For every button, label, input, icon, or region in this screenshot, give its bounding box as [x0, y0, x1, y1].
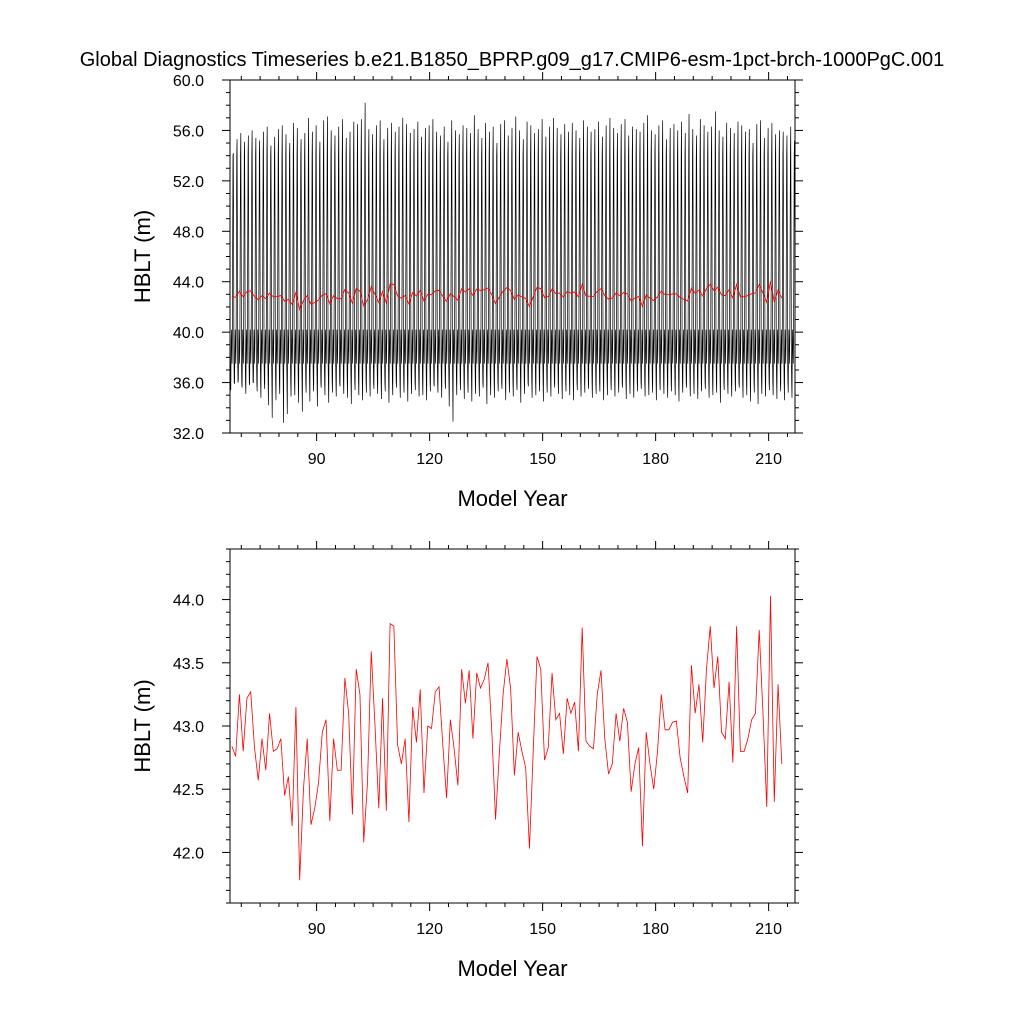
bottom-y-axis-title: HBLT (m): [130, 679, 155, 772]
bottom-series-clip: [231, 595, 783, 881]
annual-mean-hblt-line: [231, 281, 783, 312]
annual-mean-hblt-line: [231, 595, 783, 881]
bottom-x-axis-title: Model Year: [457, 956, 567, 981]
top-x-tick-label: 150: [529, 451, 556, 468]
top-x-axis-title: Model Year: [457, 486, 567, 511]
bottom-x-tick-label: 90: [308, 921, 326, 938]
bottom-y-tick-label: 43.5: [173, 656, 204, 673]
bottom-y-tick-label: 44.0: [173, 593, 204, 610]
top-y-tick-label: 32.0: [173, 426, 204, 443]
bottom-y-tick-label: 43.0: [173, 719, 204, 736]
top-x-tick-label: 210: [755, 451, 782, 468]
top-axis-ticks: 90 120 150 180 210 32.0 36.0 40.0 44.0 48.0 52.0 56…: [173, 72, 803, 468]
figure-title: Global Diagnostics Timeseries b.e21.B185…: [80, 49, 945, 71]
top-y-tick-label: 52.0: [173, 174, 204, 191]
bottom-panel: 90 120 150 180 210 42.0 42.5 43.0 43.5 44.0 Model…: [130, 541, 803, 981]
top-y-tick-label: 56.0: [173, 123, 204, 140]
top-x-tick-label: 90: [308, 451, 326, 468]
bottom-x-tick-label: 180: [642, 921, 669, 938]
top-y-tick-label: 36.0: [173, 376, 204, 393]
bottom-x-tick-label: 210: [755, 921, 782, 938]
bottom-x-tick-label: 150: [529, 921, 556, 938]
top-series-clip: [230, 102, 795, 423]
top-x-tick-label: 120: [416, 451, 443, 468]
top-x-tick-label: 180: [642, 451, 669, 468]
bottom-y-tick-label: 42.0: [173, 845, 204, 862]
top-y-tick-label: 48.0: [173, 224, 204, 241]
monthly-hblt-line: [230, 102, 795, 423]
top-plot-series: [230, 102, 795, 423]
bottom-plot-series: [231, 595, 783, 881]
bottom-x-tick-label: 120: [416, 921, 443, 938]
top-y-axis-title: HBLT (m): [130, 210, 155, 303]
bottom-y-tick-label: 42.5: [173, 782, 204, 799]
top-y-tick-label: 40.0: [173, 325, 204, 342]
top-y-tick-label: 60.0: [173, 73, 204, 90]
top-y-tick-label: 44.0: [173, 275, 204, 292]
bottom-axis-ticks: 90 120 150 180 210 42.0 42.5 43.0 43.5 44.0: [173, 541, 803, 938]
top-panel: 90 120 150 180 210 32.0 36.0 40.0 44.0 48.0 52.0 56…: [130, 72, 803, 511]
